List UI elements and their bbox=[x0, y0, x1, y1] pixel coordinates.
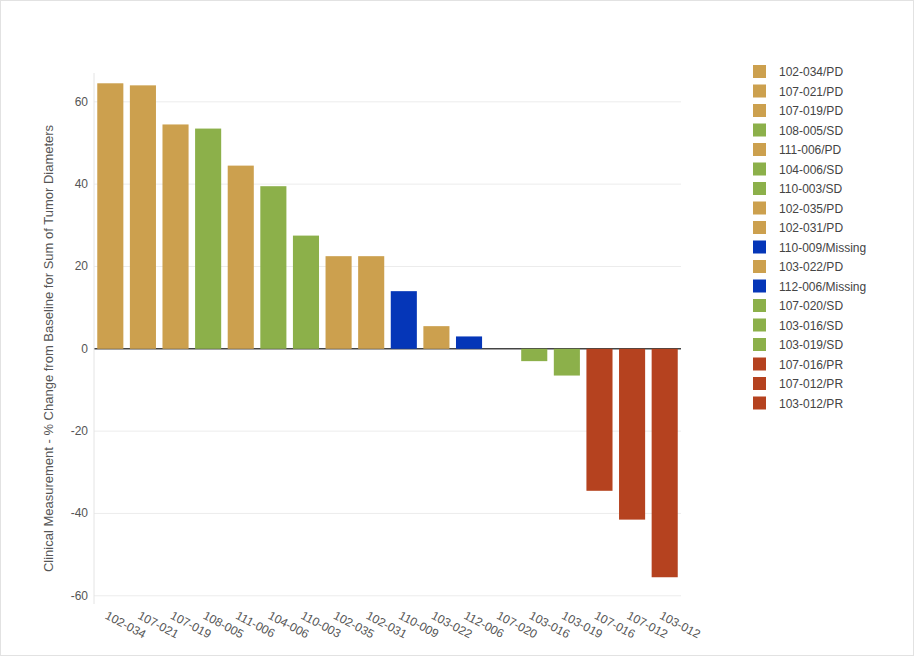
bar bbox=[423, 326, 449, 349]
bar bbox=[293, 236, 319, 349]
bar bbox=[586, 349, 612, 491]
legend-label: 103-019/SD bbox=[779, 338, 843, 352]
legend-swatch bbox=[753, 260, 766, 273]
legend-label: 102-031/PD bbox=[779, 221, 843, 235]
legend-swatch bbox=[753, 85, 766, 98]
legend-swatch bbox=[753, 202, 766, 215]
legend-label: 108-005/SD bbox=[779, 124, 843, 138]
grid bbox=[94, 102, 681, 596]
bar bbox=[554, 349, 580, 376]
y-axis-title: Clinical Measurement - % Change from Bas… bbox=[41, 124, 56, 572]
legend-label: 102-035/PD bbox=[779, 202, 843, 216]
legend-swatch bbox=[753, 338, 766, 351]
y-tick-label: 0 bbox=[81, 342, 88, 356]
legend-label: 103-022/PD bbox=[779, 260, 843, 274]
bar bbox=[228, 166, 254, 349]
bar bbox=[652, 349, 678, 577]
legend: 102-034/PD 107-021/PD 107-019/PD 108-005/SD… bbox=[753, 65, 866, 411]
legend-label: 112-006/Missing bbox=[779, 280, 866, 294]
legend-swatch bbox=[753, 319, 766, 332]
y-axis-line bbox=[94, 73, 95, 604]
y-tick-label: 20 bbox=[75, 259, 89, 273]
y-tick-label: 40 bbox=[75, 177, 89, 191]
legend-swatch bbox=[753, 124, 766, 137]
legend-swatch bbox=[753, 397, 766, 410]
bar bbox=[326, 256, 352, 349]
y-tick-label: -40 bbox=[71, 506, 89, 520]
bar bbox=[195, 129, 221, 349]
legend-label: 107-020/SD bbox=[779, 299, 843, 313]
chart-frame: -60-40-200204060102-034107-021107-019108… bbox=[0, 0, 914, 656]
legend-swatch bbox=[753, 143, 766, 156]
bar bbox=[358, 256, 384, 349]
legend-swatch bbox=[753, 221, 766, 234]
legend-label: 110-003/SD bbox=[779, 182, 842, 196]
legend-label: 107-021/PD bbox=[779, 85, 843, 99]
y-tick-label: 60 bbox=[75, 95, 89, 109]
bar bbox=[97, 83, 123, 349]
legend-label: 110-009/Missing bbox=[779, 241, 866, 255]
legend-label: 111-006/PD bbox=[779, 143, 842, 157]
y-tick-label: -20 bbox=[71, 424, 89, 438]
legend-label: 104-006/SD bbox=[779, 163, 843, 177]
bars bbox=[97, 83, 677, 577]
legend-label: 102-034/PD bbox=[779, 65, 843, 79]
y-tick-label: -60 bbox=[71, 589, 89, 603]
legend-swatch bbox=[753, 299, 766, 312]
legend-label: 107-019/PD bbox=[779, 104, 843, 118]
chart: -60-40-200204060102-034107-021107-019108… bbox=[1, 1, 914, 656]
legend-swatch bbox=[753, 241, 766, 254]
legend-swatch bbox=[753, 358, 766, 371]
bar bbox=[619, 349, 645, 520]
grid-line bbox=[94, 595, 681, 596]
legend-swatch bbox=[753, 182, 766, 195]
legend-label: 103-012/PR bbox=[779, 397, 843, 411]
legend-swatch bbox=[753, 280, 766, 293]
bar bbox=[162, 124, 188, 348]
grid-line bbox=[94, 513, 681, 514]
bar bbox=[391, 291, 417, 349]
x-tick-label: 103-012 bbox=[657, 608, 703, 641]
bar bbox=[489, 348, 515, 349]
legend-swatch bbox=[753, 65, 766, 78]
legend-swatch bbox=[753, 104, 766, 117]
bar bbox=[521, 349, 547, 361]
legend-label: 107-016/PR bbox=[779, 358, 843, 372]
legend-swatch bbox=[753, 377, 766, 390]
legend-label: 107-012/PR bbox=[779, 377, 843, 391]
bar bbox=[456, 336, 482, 348]
legend-swatch bbox=[753, 163, 766, 176]
bar bbox=[130, 85, 156, 348]
bar bbox=[260, 186, 286, 349]
grid-line bbox=[94, 101, 681, 102]
legend-label: 103-016/SD bbox=[779, 319, 843, 333]
